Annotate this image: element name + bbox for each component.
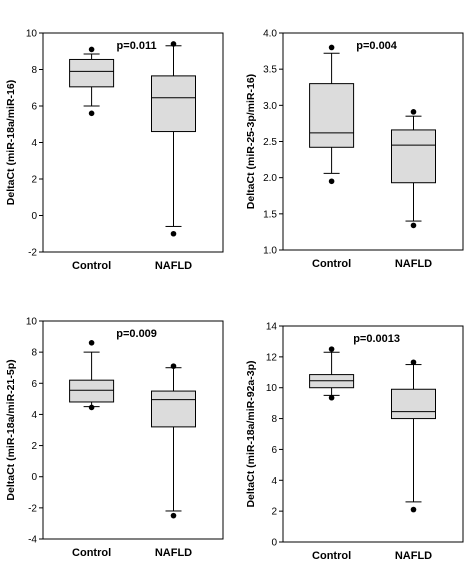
y-tick-label: 1.5 (263, 209, 277, 220)
interquartile-box (69, 379, 115, 403)
interquartile-box (151, 75, 196, 133)
y-tick-label: 8 (31, 65, 37, 76)
x-category-label: Control (312, 258, 351, 270)
y-tick-label: 6 (31, 102, 37, 113)
y-tick-label: 4 (271, 476, 277, 487)
outlier-point (328, 394, 335, 401)
y-axis-label: DeltaCt (miR-18a/miR-21-5p) (5, 359, 17, 500)
box-control (309, 44, 355, 185)
y-tick-label: 0 (271, 538, 277, 549)
y-tick-label: 2.0 (263, 173, 277, 184)
x-category-label: Control (72, 547, 111, 559)
p-value-annotation: p=0.004 (356, 40, 398, 52)
panel-4: 0 2 4 6 8 10 12 14 DeltaCt (miR-18a/miR-92a-3p) p… (245, 322, 464, 562)
x-category-label: NAFLD (395, 258, 432, 270)
y-tick-label: 2.5 (263, 137, 277, 148)
y-tick-label: 4 (31, 410, 37, 421)
y-tick-label: 14 (266, 322, 278, 333)
y-tick-label: 4 (31, 138, 37, 149)
plot-frame (282, 325, 464, 543)
interquartile-box (151, 390, 196, 428)
y-tick-label: 3.5 (263, 65, 277, 76)
outlier-point (410, 109, 417, 115)
outlier-point (170, 512, 177, 519)
outlier-point (88, 404, 95, 411)
panel-1: -2 0 2 4 6 8 10 DeltaCt (miR-18a/miR-16) p=0.011… (5, 29, 224, 272)
outlier-point (410, 222, 417, 229)
interquartile-box (391, 388, 436, 420)
y-tick-label: 8 (31, 348, 37, 359)
outlier-point (88, 340, 95, 346)
box-control (69, 340, 115, 411)
y-tick-label: -4 (28, 535, 37, 546)
y-tick-label: 2 (31, 175, 37, 186)
box-nafld (391, 109, 436, 229)
y-tick-label: 0 (31, 211, 37, 222)
outlier-point (170, 363, 177, 369)
box-control (309, 346, 355, 401)
outlier-point (170, 41, 177, 47)
box-control (69, 46, 115, 117)
outlier-point (88, 46, 95, 53)
y-tick-label: 3.0 (263, 101, 277, 112)
outlier-point (170, 230, 177, 237)
outlier-point (410, 506, 417, 513)
y-tick-label: 10 (266, 383, 278, 394)
y-tick-label: 2 (31, 441, 37, 452)
panel-2: 1.0 1.5 2.0 2.5 3.0 3.5 4.0 DeltaCt (miR-25-3p/… (245, 29, 464, 270)
outlier-point (328, 346, 335, 352)
y-tick-label: 1.0 (263, 246, 277, 257)
y-tick-label: 2 (271, 507, 277, 518)
x-category-label: Control (312, 550, 351, 562)
interquartile-box (309, 83, 355, 148)
outlier-point (410, 359, 417, 366)
y-tick-label: 6 (271, 445, 277, 456)
p-value-annotation: p=0.0013 (353, 333, 400, 345)
y-tick-label: 6 (31, 379, 37, 390)
y-tick-label: 4.0 (263, 29, 277, 40)
box-nafld (151, 41, 196, 237)
interquartile-box (69, 58, 115, 88)
plot-frame (42, 320, 224, 540)
interquartile-box (391, 129, 436, 184)
x-category-label: NAFLD (155, 260, 192, 272)
panel-3: -4 -2 0 2 4 6 8 10 DeltaCt (miR-18a/miR-21-5p) p=… (5, 317, 224, 559)
y-axis-label: DeltaCt (miR-25-3p/miR-16) (245, 74, 257, 209)
y-tick-label: 0 (31, 472, 37, 483)
y-axis-label: DeltaCt (miR-18a/miR-92a-3p) (245, 360, 257, 507)
y-tick-label: -2 (28, 248, 37, 259)
y-tick-label: 8 (271, 414, 277, 425)
box-nafld (151, 363, 196, 519)
x-category-label: NAFLD (155, 547, 192, 559)
x-category-label: NAFLD (395, 550, 432, 562)
y-tick-label: 10 (26, 29, 38, 40)
outlier-point (328, 178, 335, 185)
p-value-annotation: p=0.011 (117, 40, 157, 52)
box-nafld (391, 359, 436, 513)
outlier-point (88, 110, 95, 117)
outlier-point (328, 44, 335, 51)
y-tick-label: -2 (28, 503, 37, 514)
y-axis-label: DeltaCt (miR-18a/miR-16) (5, 80, 17, 205)
p-value-annotation: p=0.009 (116, 328, 157, 340)
x-category-label: Control (72, 260, 111, 272)
y-tick-label: 10 (26, 317, 38, 328)
y-tick-label: 12 (266, 352, 278, 363)
